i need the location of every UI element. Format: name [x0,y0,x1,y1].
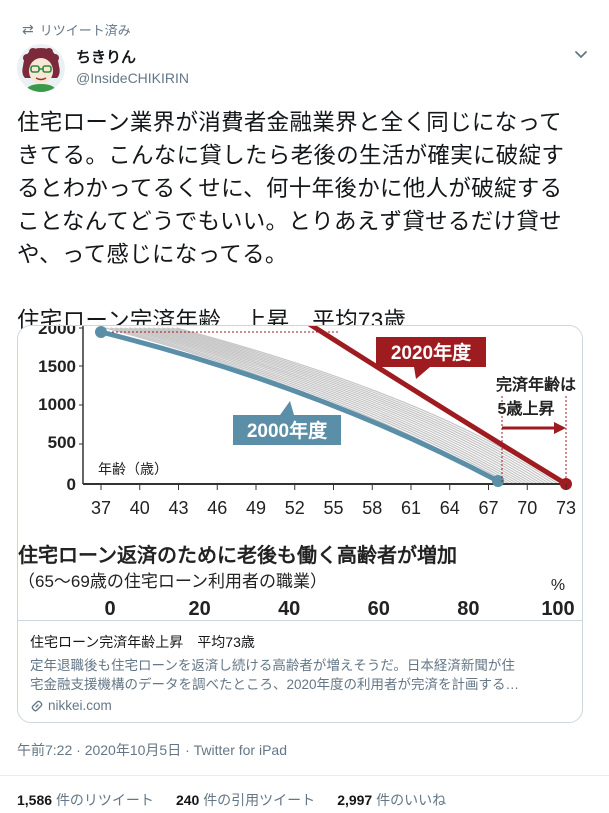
point-2000-start [95,326,107,338]
x-tick-label: 37 [91,498,111,518]
x-tick-label: 70 [517,498,537,518]
x-tick-label: 49 [246,498,266,518]
card-description-line: 定年退職後も住宅ローンを返済し続ける高齢者が増えそうだ。日本経済新聞が住 [30,658,515,673]
annotation-line2: 5歳上昇 [498,399,555,418]
quotes-count: 240 [175,792,200,808]
gray-trend-line [171,327,559,485]
x-tick-label: 43 [168,498,188,518]
x-tick-label: 64 [440,498,460,518]
gray-trend-line [147,327,539,485]
likes-count: 2,997 [337,792,373,808]
y-tick-label: 0 [67,475,76,494]
tweet-line: ことなんてどうでもいい。とりあえず貸せるだけ貸せ [17,209,562,234]
chart-subcaption: （65〜69歳の住宅ローン利用者の職業） [18,572,327,591]
avatar-illustration [17,44,65,92]
user-info[interactable]: ちきりん @InsideCHIKIRIN [76,46,189,86]
gray-trend-line [152,327,543,485]
quotes-stat[interactable]: 240 件の引用ツイート [176,790,315,810]
gray-trend-line [119,327,515,485]
card-domain-text[interactable]: nikkei.com [48,698,112,713]
gray-trend-line [138,327,531,485]
pct-tick-label: 0 [104,598,115,620]
card-description-line: 宅金融支援機構のデータを調べたところ、2020年度の利用者が完済を計画する… [30,677,520,692]
tweet-stats: 1,586 件のリツイート 240 件の引用ツイート 2,997 件のいいね [17,790,446,810]
retweet-banner: ⇄ リツイート済み [22,20,131,39]
x-tick-label: 52 [285,498,305,518]
x-tick-label: 58 [362,498,382,518]
y-tick-label: 1500 [38,357,76,376]
gray-trend-line [133,327,527,485]
gray-trend-line [157,327,547,485]
card-description: 定年退職後も住宅ローンを返済し続ける高齢者が増えそうだ。日本経済新聞が住 宅金融… [30,656,570,694]
x-tick-label: 61 [401,498,421,518]
likes-stat[interactable]: 2,997 件のいいね [337,790,446,810]
x-axis-label: 年齢（歳） [98,461,168,477]
x-tick-label: 73 [556,498,576,518]
link-card[interactable]: 2000 1500 1000 500 0 2020年度 2000年度 完済年齢は… [17,325,583,723]
retweet-banner-label: リツイート済み [39,23,131,38]
chevron-down-icon[interactable] [571,44,591,64]
y-tick-label: 1000 [38,395,76,414]
tweet-timestamp[interactable]: 午前7:22 · 2020年10月5日 · Twitter for iPad [17,742,287,758]
tweet-line: きてる。こんなに貸したら老後の生活が確実に破綻す [17,143,565,168]
retweet-icon: ⇄ [22,21,34,37]
quotes-label: 件の引用ツイート [203,792,316,808]
user-handle[interactable]: @InsideCHIKIRIN [76,70,190,86]
y-tick-label: 500 [48,433,76,452]
card-info[interactable]: 住宅ローン完済年齢上昇 平均73歳 定年退職後も住宅ローンを返済し続ける高齢者が… [30,632,570,713]
y-axis-ticks: 2000 1500 1000 500 0 [38,326,83,494]
gray-trend-line [129,327,523,485]
x-tick-label: 46 [207,498,227,518]
card-image[interactable]: 2000 1500 1000 500 0 2020年度 2000年度 完済年齢は… [18,326,582,620]
card-title[interactable]: 住宅ローン完済年齢上昇 平均73歳 [30,634,255,650]
y-tick-label: 2000 [38,326,76,338]
x-tick-label: 55 [323,498,343,518]
gray-trend-line [114,327,511,485]
tweet-line: や、って感じになってる。 [17,242,288,267]
pct-tick-label: 60 [368,598,390,620]
pct-symbol: % [551,577,565,594]
gray-trend-line [166,327,555,485]
annotation-line1: 完済年齢は [496,375,576,394]
pct-tick-label: 40 [278,598,300,620]
display-name[interactable]: ちきりん [76,49,137,66]
line-2000 [100,329,500,484]
x-tick-label: 67 [478,498,498,518]
pct-axis-ticks: 0 20 40 60 80 100 [104,598,574,620]
likes-label: 件のいいね [376,792,447,808]
label-2020: 2020年度 [391,341,472,364]
x-axis-ticks: 37 40 43 46 49 52 55 58 61 64 67 70 73 [91,484,576,518]
x-tick-label: 40 [130,498,150,518]
tweet-text: 住宅ローン業界が消費者金融業界と全く同じになって きてる。こんなに貸したら老後の… [17,106,592,337]
chart-subheading: 住宅ローン返済のために老後も働く高齢者が増加 [18,543,457,567]
gray-trend-line [124,327,519,485]
pct-tick-label: 100 [541,598,574,620]
label-2000: 2000年度 [247,419,328,442]
retweets-label: 件のリツイート [55,792,154,808]
card-domain[interactable]: nikkei.com [30,698,570,713]
retweets-count: 1,586 [17,792,53,808]
retweets-stat[interactable]: 1,586 件のリツイート [17,790,154,810]
gray-trend-line [143,327,535,485]
gray-trend-line [162,327,551,485]
link-icon [31,700,43,711]
tweet-line: るとわかってるくせに、何十年後かに他人が破綻する [17,176,563,201]
point-2000-end [492,475,504,487]
tweet-line: 住宅ローン業界が消費者金融業界と全く同じになって [17,110,562,135]
line-2020 [307,326,568,487]
avatar[interactable] [17,44,65,92]
pct-tick-label: 20 [188,598,210,620]
pct-tick-label: 80 [457,598,479,620]
